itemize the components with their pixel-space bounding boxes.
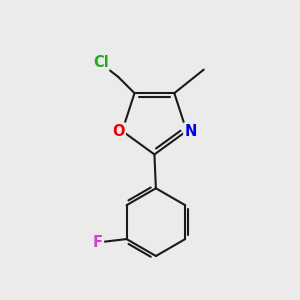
Text: N: N	[184, 124, 196, 139]
Text: O: O	[112, 124, 125, 139]
Text: Cl: Cl	[93, 55, 109, 70]
Text: F: F	[93, 235, 103, 250]
